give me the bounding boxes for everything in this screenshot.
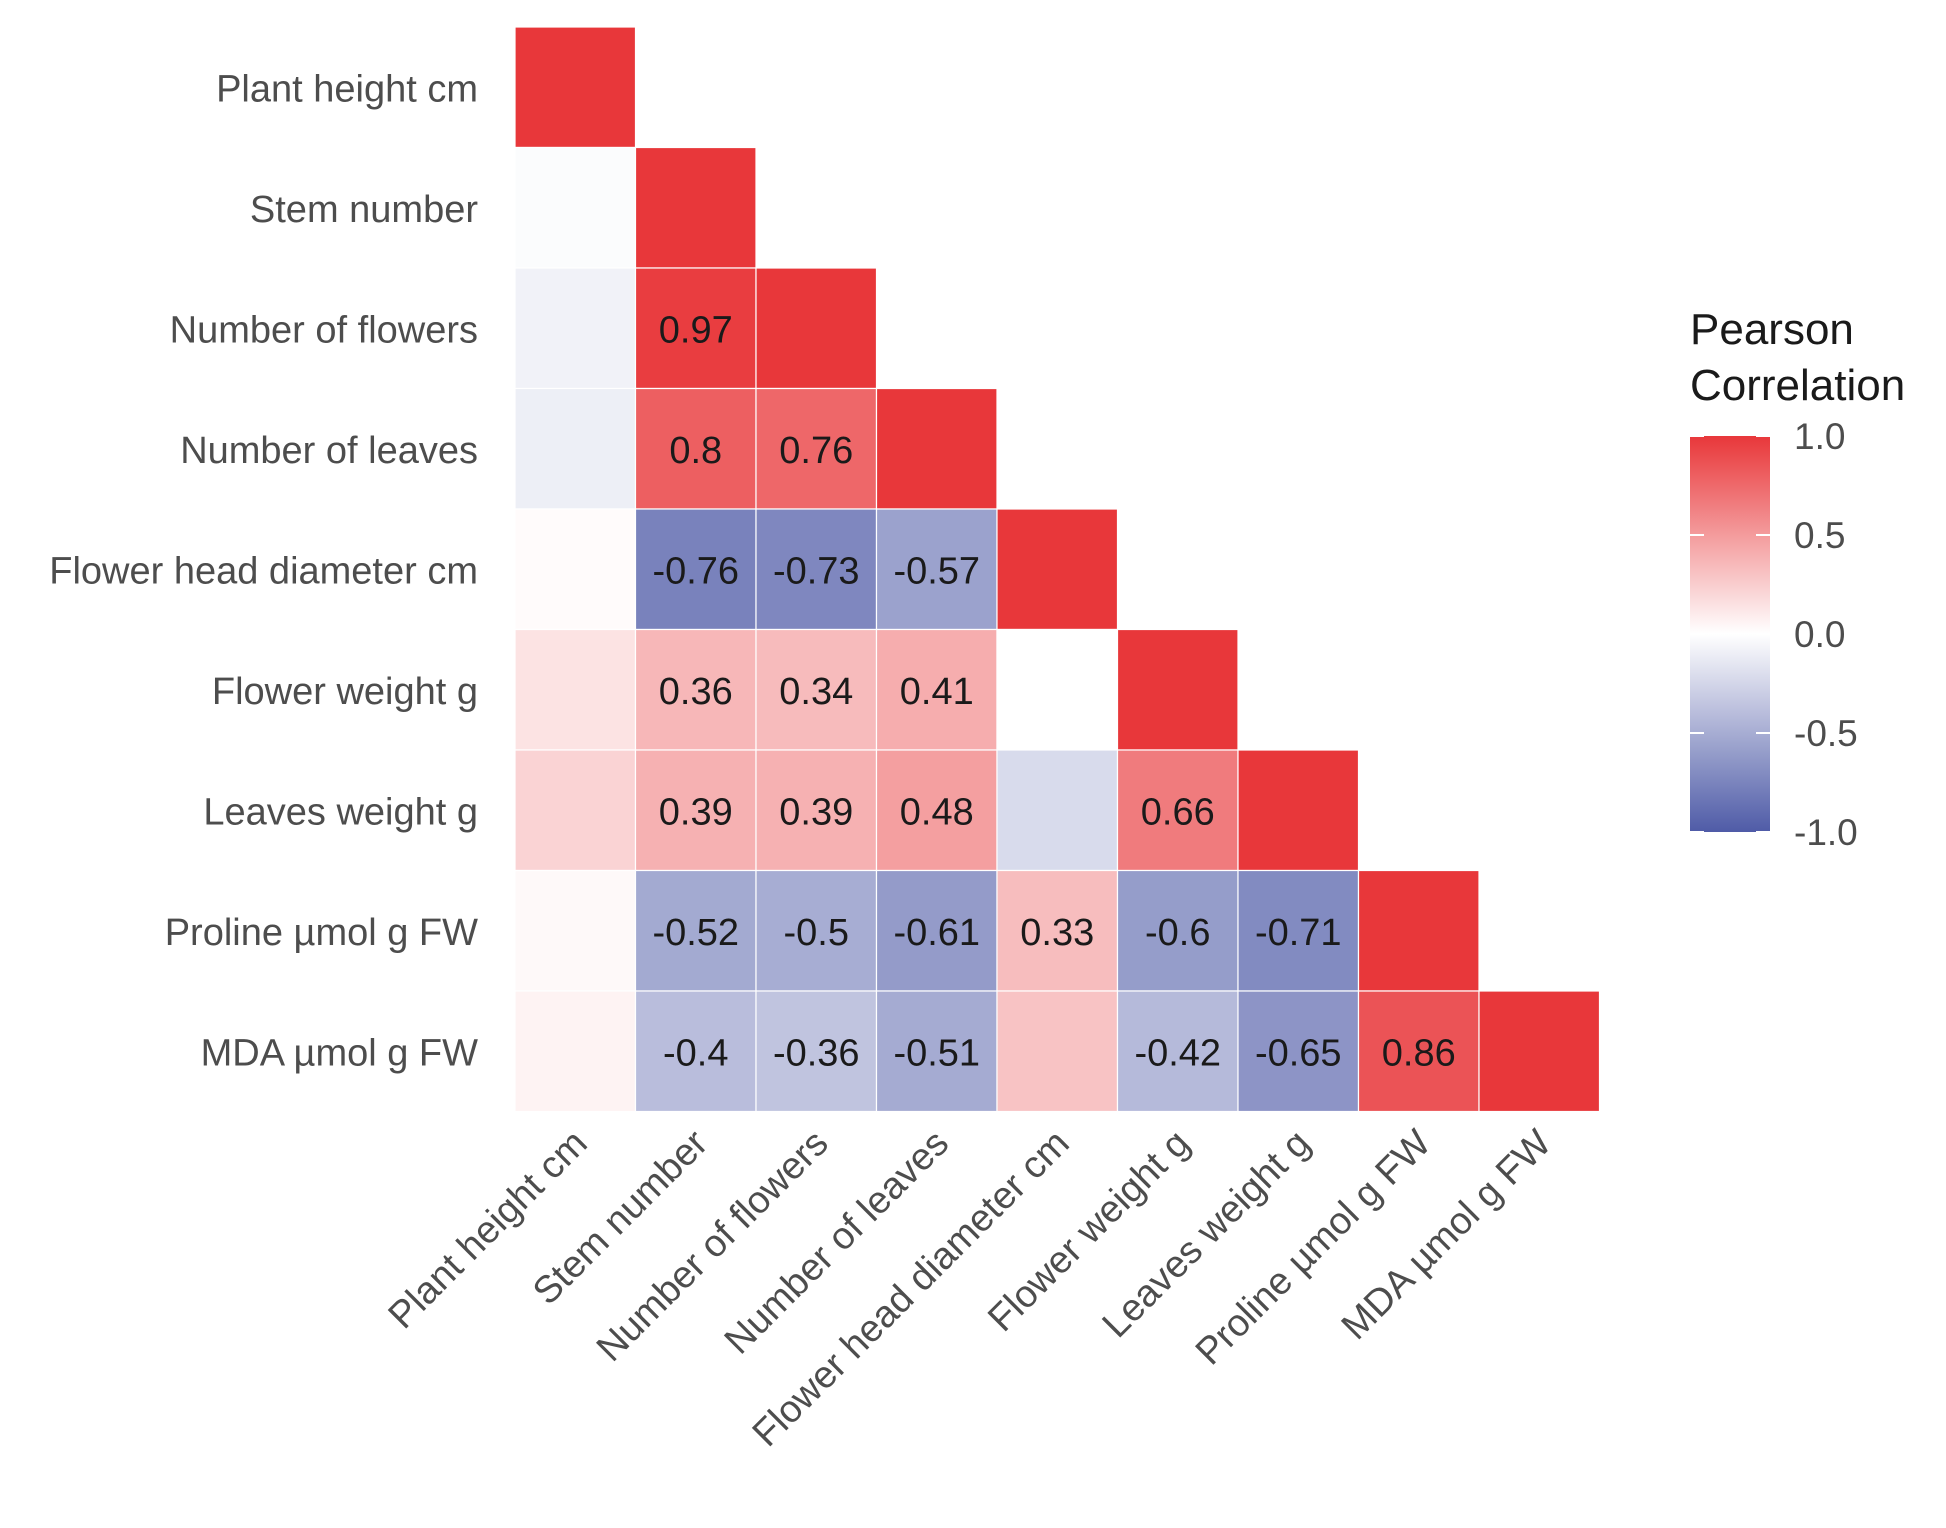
legend-tick-label-1: 0.5: [1794, 515, 1845, 556]
heatmap-cell-r8-c6: [1237, 990, 1360, 1113]
cell-label-r3-c1: 0.8: [669, 430, 722, 472]
legend-tick-label-4: -1.0: [1794, 812, 1858, 853]
y-label-flower-weight-g: Flower weight g: [212, 671, 478, 713]
heatmap-cell-r2-c2: [755, 267, 878, 390]
cell-label-r4-c2: -0.73: [773, 550, 860, 592]
heatmap-cell-r5-c5: [1116, 628, 1239, 751]
heatmap-cell-r7-c0: [514, 869, 637, 992]
x-label-proline-mol-g-fw: Proline µmol g FW: [1188, 1122, 1439, 1373]
y-label-mda-mol-g-fw: MDA µmol g FW: [201, 1032, 478, 1074]
cell-label-r2-c1: 0.97: [659, 309, 733, 351]
cell-label-r8-c3: -0.51: [893, 1032, 980, 1074]
heatmap-cell-r6-c1: [634, 749, 757, 872]
y-label-number-of-leaves: Number of leaves: [180, 430, 478, 472]
cell-label-r5-c2: 0.34: [779, 671, 853, 713]
heatmap-cell-r8-c1: [634, 990, 757, 1113]
cell-label-r7-c6: -0.71: [1255, 912, 1342, 954]
heatmap-cell-r1-c0: [514, 146, 637, 269]
heatmap-cell-r0-c0: [514, 26, 637, 149]
y-axis-labels: Plant height cm Stem number Number of flow…: [49, 68, 478, 1074]
heatmap-cell-r6-c6: [1237, 749, 1360, 872]
legend: Pearson Correlation 1.0 0.5 0.0 -0.5 -1.0: [1690, 305, 1905, 853]
cell-label-r5-c1: 0.36: [659, 671, 733, 713]
cell-label-r7-c1: -0.52: [652, 912, 739, 954]
heatmap-cell-r8-c3: [875, 990, 998, 1113]
heatmap-cell-r7-c7: [1357, 869, 1480, 992]
cell-label-r4-c1: -0.76: [652, 550, 739, 592]
cell-label-r8-c5: -0.42: [1134, 1032, 1221, 1074]
heatmap-cell-r8-c8: [1478, 990, 1601, 1113]
y-label-number-of-flowers: Number of flowers: [170, 309, 478, 351]
y-label-flower-head-diameter-cm: Flower head diameter cm: [49, 550, 478, 592]
heatmap-cell-r7-c6: [1237, 869, 1360, 992]
heatmap-cells: [514, 26, 1601, 1113]
heatmap-cell-r5-c3: [875, 628, 998, 751]
cell-label-r4-c3: -0.57: [893, 550, 980, 592]
heatmap-cell-r3-c1: [634, 387, 757, 510]
cell-label-r8-c6: -0.65: [1255, 1032, 1342, 1074]
x-label-flower-weight-g: Flower weight g: [980, 1122, 1198, 1340]
heatmap-cell-r1-c1: [634, 146, 757, 269]
cell-label-r7-c5: -0.6: [1145, 912, 1210, 954]
x-label-number-of-flowers: Number of flowers: [589, 1122, 837, 1370]
y-label-leaves-weight-g: Leaves weight g: [203, 791, 478, 833]
cell-label-r7-c2: -0.5: [784, 912, 849, 954]
cell-label-r6-c2: 0.39: [779, 791, 853, 833]
legend-ticks: 1.0 0.5 0.0 -0.5 -1.0: [1690, 416, 1858, 853]
heatmap-cell-r4-c2: [755, 508, 878, 631]
heatmap-cell-r4-c1: [634, 508, 757, 631]
heatmap-cell-r5-c4: [996, 628, 1119, 751]
x-label-plant-height-cm: Plant height cm: [381, 1122, 596, 1337]
heatmap-cell-r8-c0: [514, 990, 637, 1113]
y-label-proline-mol-g-fw: Proline µmol g FW: [165, 912, 478, 954]
heatmap-cell-r7-c2: [755, 869, 878, 992]
legend-title-line-1: Pearson: [1690, 305, 1854, 354]
heatmap-cell-r2-c0: [514, 267, 637, 390]
cell-label-r8-c2: -0.36: [773, 1032, 860, 1074]
heatmap-cell-r6-c3: [875, 749, 998, 872]
legend-tick-label-2: 0.0: [1794, 614, 1845, 655]
heatmap-cell-r8-c4: [996, 990, 1119, 1113]
heatmap-cell-r4-c0: [514, 508, 637, 631]
heatmap-cell-r6-c5: [1116, 749, 1239, 872]
heatmap-cell-r3-c0: [514, 387, 637, 510]
x-label-leaves-weight-g: Leaves weight g: [1095, 1122, 1319, 1346]
legend-tick-label-3: -0.5: [1794, 713, 1858, 754]
heatmap-cell-r3-c3: [875, 387, 998, 510]
heatmap-cell-labels: 0.97 0.8 0.76 -0.76 -0.73 -0.57 0.36 0.34 0.41 0.…: [652, 309, 1455, 1074]
heatmap-cell-r5-c0: [514, 628, 637, 751]
heatmap-cell-r8-c5: [1116, 990, 1239, 1113]
heatmap-cell-r5-c1: [634, 628, 757, 751]
cell-label-r7-c3: -0.61: [893, 912, 980, 954]
heatmap-cell-r6-c4: [996, 749, 1119, 872]
cell-label-r6-c5: 0.66: [1141, 791, 1215, 833]
heatmap-cell-r4-c3: [875, 508, 998, 631]
cell-label-r8-c1: -0.4: [663, 1032, 728, 1074]
cell-label-r6-c1: 0.39: [659, 791, 733, 833]
cell-label-r6-c3: 0.48: [900, 791, 974, 833]
heatmap-cell-r6-c0: [514, 749, 637, 872]
cell-label-r3-c2: 0.76: [779, 430, 853, 472]
heatmap-cell-r8-c2: [755, 990, 878, 1113]
heatmap-cell-r5-c2: [755, 628, 878, 751]
legend-tick-label-0: 1.0: [1794, 416, 1845, 457]
cell-label-r7-c4: 0.33: [1020, 912, 1094, 954]
y-label-stem-number: Stem number: [250, 189, 478, 231]
cell-label-r8-c7: 0.86: [1382, 1032, 1456, 1074]
x-label-number-of-leaves: Number of leaves: [717, 1122, 957, 1362]
x-label-mda-mol-g-fw: MDA µmol g FW: [1334, 1122, 1560, 1348]
cell-label-r5-c3: 0.41: [900, 671, 974, 713]
y-label-plant-height-cm: Plant height cm: [216, 68, 478, 110]
heatmap-cell-r2-c1: [634, 267, 757, 390]
legend-title-line-2: Correlation: [1690, 361, 1905, 410]
heatmap-cell-r4-c4: [996, 508, 1119, 631]
